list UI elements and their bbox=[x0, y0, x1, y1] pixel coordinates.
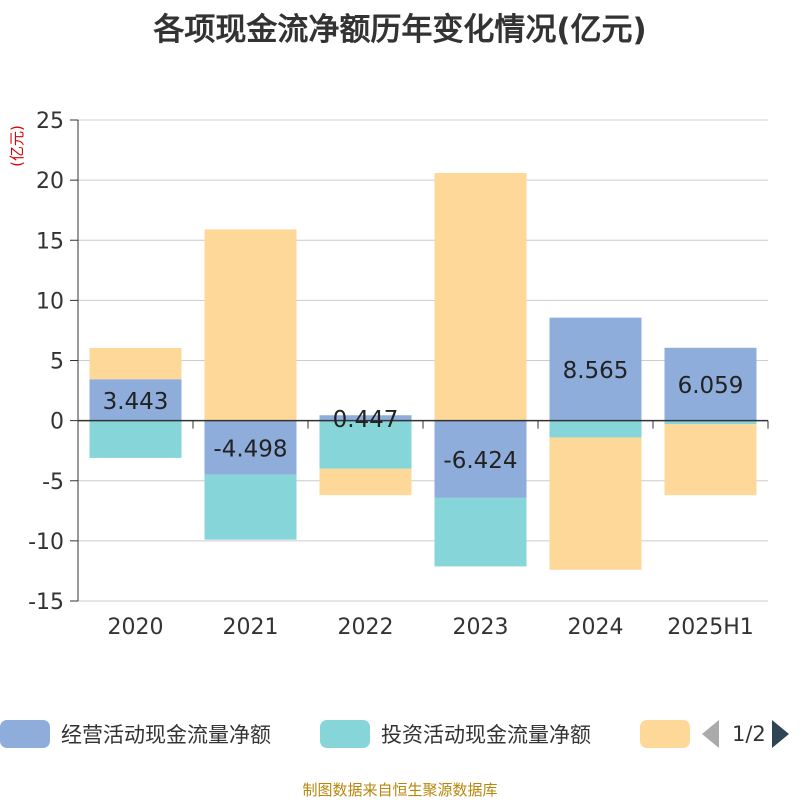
bar-series2-2025H1 bbox=[664, 424, 757, 496]
x-tick-label: 2020 bbox=[108, 615, 164, 640]
x-tick-label: 2022 bbox=[338, 615, 394, 640]
y-tick-label: 20 bbox=[36, 169, 64, 194]
x-tick-label: 2024 bbox=[568, 615, 624, 640]
bar-series1-2025H1 bbox=[664, 420, 757, 425]
bar-series2-2020 bbox=[89, 347, 182, 380]
y-tick-label: -10 bbox=[28, 530, 64, 555]
bar-series1-2024 bbox=[549, 420, 642, 438]
y-tick-label: 15 bbox=[36, 229, 64, 254]
bar-series0-2023 bbox=[434, 420, 527, 498]
label-layer: 3.443 -4.498 0.447 -6.424 8.565 6.059 bbox=[103, 358, 744, 474]
bar-series1-2020 bbox=[89, 420, 182, 458]
x-tick-label: 2025H1 bbox=[667, 615, 754, 640]
legend-swatch bbox=[0, 720, 50, 748]
x-tick-label: 2021 bbox=[223, 615, 279, 640]
data-label: -4.498 bbox=[213, 437, 287, 463]
y-tick-label: 0 bbox=[50, 410, 64, 435]
y-tick-label: -15 bbox=[28, 590, 64, 615]
bar-series0-2025H1 bbox=[664, 347, 757, 421]
bar-series1-2022 bbox=[319, 420, 412, 469]
pager-page-indicator: 1/2 bbox=[732, 722, 766, 746]
legend-item-financing[interactable] bbox=[640, 716, 701, 752]
data-label: 6.059 bbox=[678, 373, 744, 399]
bar-layer bbox=[89, 172, 757, 570]
y-tick-label: -5 bbox=[42, 470, 64, 495]
pager-prev-icon[interactable] bbox=[702, 720, 719, 748]
bar-series2-2024 bbox=[549, 437, 642, 570]
legend-item-operating[interactable]: 经营活动现金流量净额 bbox=[0, 716, 271, 752]
legend-pager: 1/2 bbox=[702, 718, 789, 750]
y-axis-label: (亿元) bbox=[8, 125, 26, 167]
bar-series0-2020 bbox=[89, 379, 182, 421]
legend-swatch bbox=[640, 720, 690, 748]
bar-series2-2023 bbox=[434, 172, 527, 421]
legend-label: 投资活动现金流量净额 bbox=[381, 723, 591, 747]
legend-label: 经营活动现金流量净额 bbox=[61, 723, 271, 747]
data-label: -6.424 bbox=[443, 448, 517, 474]
y-tick-label: 5 bbox=[50, 350, 64, 375]
y-tick-label: 25 bbox=[36, 109, 64, 134]
data-label: 3.443 bbox=[103, 389, 169, 415]
bar-series2-2021 bbox=[204, 229, 297, 421]
axis-layer: 25 20 15 10 5 0 -5 -10 -15 (亿元) 2020 2021 2022 2023 20… bbox=[8, 109, 769, 640]
bar-series0-2024 bbox=[549, 317, 642, 421]
data-label: 8.565 bbox=[563, 358, 629, 384]
source-note: 制图数据来自恒生聚源数据库 bbox=[302, 781, 498, 799]
bar-series1-2021 bbox=[204, 474, 297, 540]
legend-item-investing[interactable]: 投资活动现金流量净额 bbox=[320, 716, 591, 752]
bar-series1-2023 bbox=[434, 497, 527, 567]
legend-swatch bbox=[320, 720, 370, 748]
x-tick-label: 2023 bbox=[453, 615, 509, 640]
chart-title: 各项现金流净额历年变化情况(亿元) bbox=[153, 12, 647, 48]
bar-series0-2022 bbox=[319, 415, 412, 421]
bar-series0-2021 bbox=[204, 420, 297, 475]
y-tick-label: 10 bbox=[36, 289, 64, 314]
bar-series2-2022 bbox=[319, 468, 412, 496]
data-label: 0.447 bbox=[333, 407, 399, 433]
pager-next-icon[interactable] bbox=[771, 720, 789, 748]
